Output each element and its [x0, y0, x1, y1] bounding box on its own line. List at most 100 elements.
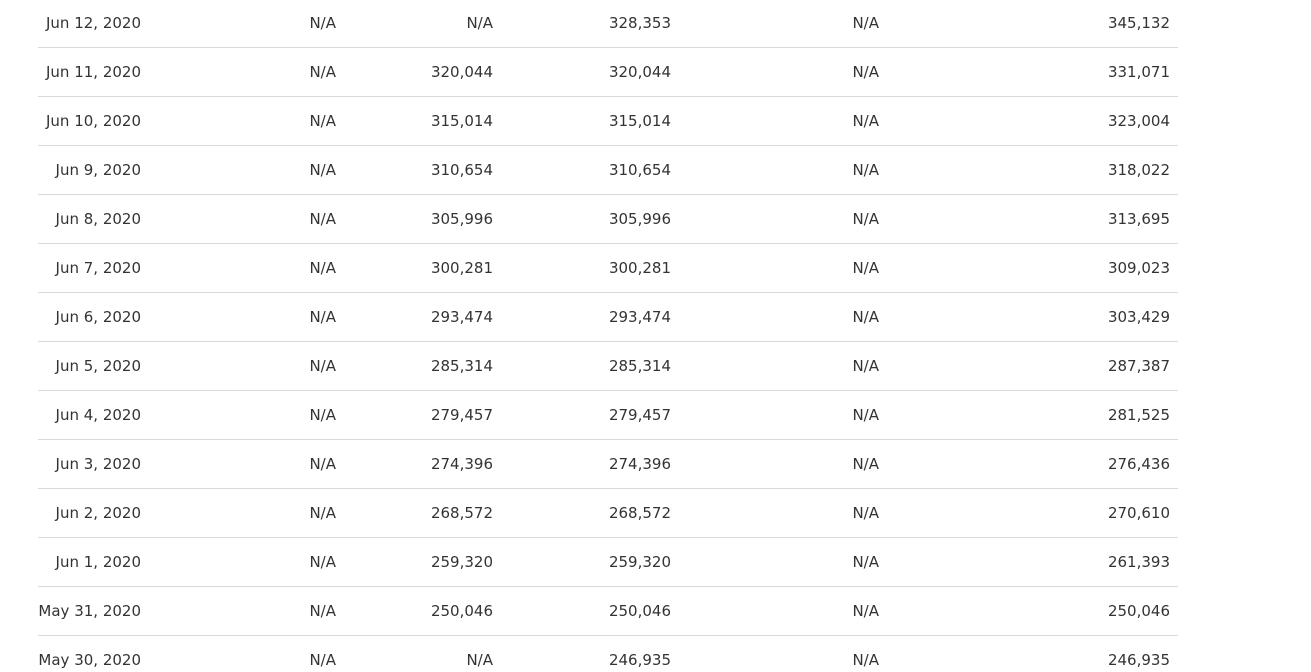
value-cell: N/A	[309, 357, 336, 375]
value-cell: N/A	[309, 406, 336, 424]
date-cell: Jun 6, 2020	[55, 308, 141, 326]
value-cell: 259,320	[430, 553, 493, 571]
table-row: Jun 1, 2020 N/A 259,320 259,320 N/A 261,…	[38, 538, 1178, 587]
value-cell: 345,132	[1107, 14, 1170, 32]
value-cell: 270,610	[1107, 504, 1170, 522]
value-cell: 261,393	[1107, 553, 1170, 571]
value-cell: N/A	[852, 553, 879, 571]
date-cell: May 31, 2020	[38, 602, 141, 620]
value-cell: 259,320	[608, 553, 671, 571]
value-cell: 323,004	[1107, 112, 1170, 130]
value-cell: N/A	[309, 259, 336, 277]
value-cell: N/A	[309, 210, 336, 228]
value-cell: 331,071	[1107, 63, 1170, 81]
date-cell: Jun 11, 2020	[45, 63, 141, 81]
table-row: May 30, 2020 N/A N/A 246,935 N/A 246,935	[38, 636, 1178, 672]
value-cell: 303,429	[1107, 308, 1170, 326]
date-cell: Jun 12, 2020	[45, 14, 141, 32]
value-cell: 274,396	[608, 455, 671, 473]
value-cell: N/A	[852, 210, 879, 228]
value-cell: 328,353	[608, 14, 671, 32]
value-cell: N/A	[309, 14, 336, 32]
value-cell: N/A	[466, 651, 493, 669]
value-cell: 309,023	[1107, 259, 1170, 277]
value-cell: N/A	[852, 651, 879, 669]
value-cell: 313,695	[1107, 210, 1170, 228]
value-cell: 268,572	[430, 504, 493, 522]
table-row: Jun 8, 2020 N/A 305,996 305,996 N/A 313,…	[38, 195, 1178, 244]
value-cell: N/A	[309, 308, 336, 326]
value-cell: 318,022	[1107, 161, 1170, 179]
value-cell: 315,014	[608, 112, 671, 130]
date-cell: Jun 3, 2020	[55, 455, 141, 473]
date-cell: Jun 8, 2020	[55, 210, 141, 228]
value-cell: N/A	[309, 602, 336, 620]
value-cell: 293,474	[430, 308, 493, 326]
value-cell: 276,436	[1107, 455, 1170, 473]
value-cell: 320,044	[430, 63, 493, 81]
value-cell: 315,014	[430, 112, 493, 130]
value-cell: 300,281	[608, 259, 671, 277]
value-cell: N/A	[852, 259, 879, 277]
value-cell: N/A	[852, 455, 879, 473]
value-cell: N/A	[852, 357, 879, 375]
table-row: Jun 2, 2020 N/A 268,572 268,572 N/A 270,…	[38, 489, 1178, 538]
value-cell: N/A	[309, 455, 336, 473]
value-cell: 285,314	[608, 357, 671, 375]
value-cell: 310,654	[608, 161, 671, 179]
value-cell: 320,044	[608, 63, 671, 81]
table-row: Jun 12, 2020 N/A N/A 328,353 N/A 345,132	[38, 0, 1178, 48]
value-cell: 305,996	[608, 210, 671, 228]
value-cell: 250,046	[1107, 602, 1170, 620]
value-cell: 300,281	[430, 259, 493, 277]
value-cell: 279,457	[430, 406, 493, 424]
value-cell: N/A	[852, 602, 879, 620]
date-cell: Jun 10, 2020	[45, 112, 141, 130]
value-cell: 250,046	[608, 602, 671, 620]
date-cell: Jun 7, 2020	[55, 259, 141, 277]
value-cell: 281,525	[1107, 406, 1170, 424]
value-cell: N/A	[852, 406, 879, 424]
value-cell: 285,314	[430, 357, 493, 375]
value-cell: 246,935	[608, 651, 671, 669]
value-cell: N/A	[309, 553, 336, 571]
value-cell: 305,996	[430, 210, 493, 228]
data-table: Jun 12, 2020 N/A N/A 328,353 N/A 345,132…	[38, 0, 1178, 672]
value-cell: N/A	[309, 161, 336, 179]
value-cell: N/A	[852, 504, 879, 522]
table-row: Jun 6, 2020 N/A 293,474 293,474 N/A 303,…	[38, 293, 1178, 342]
value-cell: N/A	[852, 112, 879, 130]
date-cell: Jun 9, 2020	[55, 161, 141, 179]
value-cell: 250,046	[430, 602, 493, 620]
date-cell: Jun 4, 2020	[55, 406, 141, 424]
value-cell: N/A	[852, 308, 879, 326]
date-cell: Jun 5, 2020	[55, 357, 141, 375]
table-row: Jun 3, 2020 N/A 274,396 274,396 N/A 276,…	[38, 440, 1178, 489]
table-row: Jun 7, 2020 N/A 300,281 300,281 N/A 309,…	[38, 244, 1178, 293]
value-cell: 310,654	[430, 161, 493, 179]
date-cell: Jun 2, 2020	[55, 504, 141, 522]
date-cell: Jun 1, 2020	[55, 553, 141, 571]
table-row: Jun 4, 2020 N/A 279,457 279,457 N/A 281,…	[38, 391, 1178, 440]
value-cell: N/A	[852, 14, 879, 32]
value-cell: N/A	[309, 112, 336, 130]
value-cell: N/A	[852, 161, 879, 179]
value-cell: 274,396	[430, 455, 493, 473]
value-cell: N/A	[466, 14, 493, 32]
table-row: Jun 5, 2020 N/A 285,314 285,314 N/A 287,…	[38, 342, 1178, 391]
value-cell: 293,474	[608, 308, 671, 326]
value-cell: 279,457	[608, 406, 671, 424]
value-cell: 268,572	[608, 504, 671, 522]
value-cell: 287,387	[1107, 357, 1170, 375]
value-cell: N/A	[309, 504, 336, 522]
table-row: May 31, 2020 N/A 250,046 250,046 N/A 250…	[38, 587, 1178, 636]
table-row: Jun 11, 2020 N/A 320,044 320,044 N/A 331…	[38, 48, 1178, 97]
table-row: Jun 10, 2020 N/A 315,014 315,014 N/A 323…	[38, 97, 1178, 146]
value-cell: N/A	[309, 651, 336, 669]
date-cell: May 30, 2020	[38, 651, 141, 669]
value-cell: N/A	[309, 63, 336, 81]
value-cell: N/A	[852, 63, 879, 81]
value-cell: 246,935	[1107, 651, 1170, 669]
table-row: Jun 9, 2020 N/A 310,654 310,654 N/A 318,…	[38, 146, 1178, 195]
